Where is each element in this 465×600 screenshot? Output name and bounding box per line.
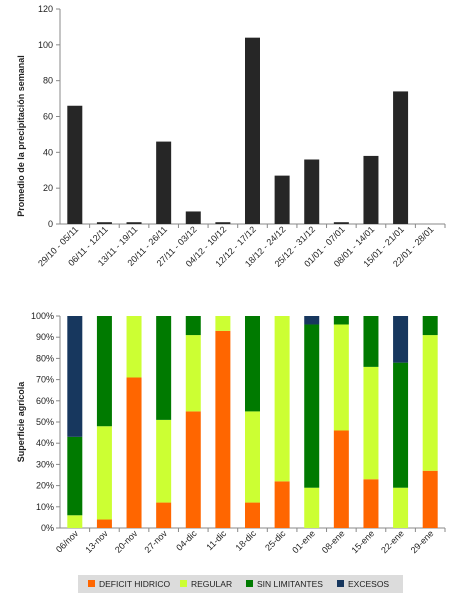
- legend-label: EXCESOS: [348, 579, 389, 589]
- legend-label: SIN LIMITANTES: [257, 579, 323, 589]
- surface-x-tick-label: 22-ene: [379, 528, 406, 555]
- surface-bar-sin-limitantes: [422, 316, 438, 336]
- surface-bar-deficit-hidrico: [333, 430, 349, 528]
- surface-x-tick-label: 27-nov: [143, 528, 170, 555]
- surface-y-tick-label: 0%: [41, 523, 54, 533]
- precipitation-bar: [245, 37, 260, 224]
- legend: DEFICIT HIDRICO REGULAR SIN LIMITANTES EXCE…: [78, 575, 403, 593]
- precipitation-y-tick-label: 20: [43, 183, 53, 193]
- surface-bar-sin-limitantes: [245, 316, 260, 412]
- surface-x-tick-label: 20-nov: [113, 528, 140, 555]
- surface-bar-sin-limitantes: [393, 362, 409, 488]
- legend-label: DEFICIT HIDRICO: [99, 579, 171, 589]
- surface-x-tick-label: 08-ene: [320, 528, 347, 555]
- surface-bar-sin-limitantes: [67, 436, 83, 516]
- legend-swatch: [337, 580, 344, 587]
- precipitation-y-tick-label: 100: [38, 40, 53, 50]
- surface-bar-deficit-hidrico: [126, 377, 142, 528]
- surface-y-tick-label: 70%: [36, 375, 54, 385]
- surface-bar-excesos: [304, 316, 320, 325]
- surface-bar-regular: [393, 487, 409, 528]
- surface-x-tick-label: 01-ene: [290, 528, 317, 555]
- precipitation-bar: [67, 105, 83, 224]
- surface-y-tick-label: 20%: [36, 481, 54, 491]
- precipitation-y-tick-label: 80: [43, 76, 53, 86]
- surface-y-tick-label: 90%: [36, 332, 54, 342]
- precipitation-y-tick-label: 40: [43, 147, 53, 157]
- surface-bar-deficit-hidrico: [185, 411, 201, 528]
- precipitation-bar: [333, 222, 349, 224]
- precipitation-bar: [96, 222, 112, 224]
- surface-bar-deficit-hidrico: [215, 330, 231, 528]
- surface-x-tick-label: 29-ene: [409, 528, 436, 555]
- surface-x-tick-label: 15-ene: [349, 528, 376, 555]
- surface-bar-regular: [126, 316, 142, 378]
- surface-bar-deficit-hidrico: [363, 479, 379, 528]
- surface-y-axis-label: Superficie agrícola: [16, 381, 26, 463]
- surface-bar-regular: [274, 316, 290, 482]
- surface-bar-excesos: [67, 316, 83, 437]
- surface-bar-regular: [245, 411, 260, 503]
- precipitation-bar: [126, 222, 142, 224]
- precipitation-y-tick-label: 60: [43, 112, 53, 122]
- surface-bar-regular: [333, 324, 349, 431]
- surface-bar-deficit-hidrico: [96, 519, 112, 528]
- legend-label: REGULAR: [191, 579, 232, 589]
- precipitation-bar: [393, 91, 409, 225]
- precipitation-bar: [215, 222, 231, 224]
- surface-bar-regular: [363, 366, 379, 480]
- precipitation-y-tick-label: 0: [48, 219, 53, 229]
- surface-bar-sin-limitantes: [96, 316, 112, 427]
- surface-bar-sin-limitantes: [304, 324, 320, 488]
- surface-bar-deficit-hidrico: [422, 470, 438, 528]
- surface-y-tick-label: 60%: [36, 396, 54, 406]
- precipitation-bar: [363, 155, 379, 224]
- precipitation-bar: [274, 175, 290, 224]
- surface-bar-excesos: [393, 316, 409, 363]
- surface-bar-sin-limitantes: [185, 316, 201, 336]
- surface-bar-deficit-hidrico: [274, 481, 290, 528]
- surface-y-tick-label: 40%: [36, 438, 54, 448]
- surface-bar-regular: [96, 426, 112, 520]
- surface-bar-sin-limitantes: [333, 316, 349, 325]
- surface-bar-deficit-hidrico: [156, 502, 172, 528]
- precipitation-y-tick-label: 120: [38, 4, 53, 14]
- surface-y-tick-label: 50%: [36, 417, 54, 427]
- surface-x-tick-label: 13-nov: [83, 528, 110, 555]
- surface-bar-sin-limitantes: [156, 316, 172, 420]
- legend-swatch: [88, 580, 95, 587]
- surface-bar-regular: [304, 487, 320, 528]
- surface-bar-regular: [185, 335, 201, 412]
- surface-bar-regular: [215, 316, 231, 331]
- precipitation-y-axis-label: Promedio de la precipitación semanal: [16, 55, 26, 217]
- surface-bar-regular: [156, 419, 172, 503]
- surface-bar-regular: [67, 515, 83, 528]
- legend-box: [78, 575, 403, 593]
- surface-bar-regular: [422, 335, 438, 471]
- surface-y-tick-label: 10%: [36, 502, 54, 512]
- legend-swatch: [246, 580, 253, 587]
- surface-y-tick-label: 30%: [36, 459, 54, 469]
- surface-bar-sin-limitantes: [363, 316, 379, 367]
- surface-chart: Superficie agrícola 0% 10% 20% 30% 40% 50% 60%…: [16, 311, 446, 555]
- precipitation-bar: [156, 141, 172, 224]
- surface-bar-deficit-hidrico: [245, 502, 260, 528]
- legend-swatch: [180, 580, 187, 587]
- surface-x-tick-label: 06/nov: [54, 528, 81, 555]
- surface-y-tick-label: 100%: [31, 311, 54, 321]
- precipitation-chart: Promedio de la precipitación semanal 0 20…: [16, 4, 446, 269]
- precipitation-bar: [304, 159, 320, 224]
- surface-y-tick-label: 80%: [36, 353, 54, 363]
- precipitation-bar: [185, 211, 201, 224]
